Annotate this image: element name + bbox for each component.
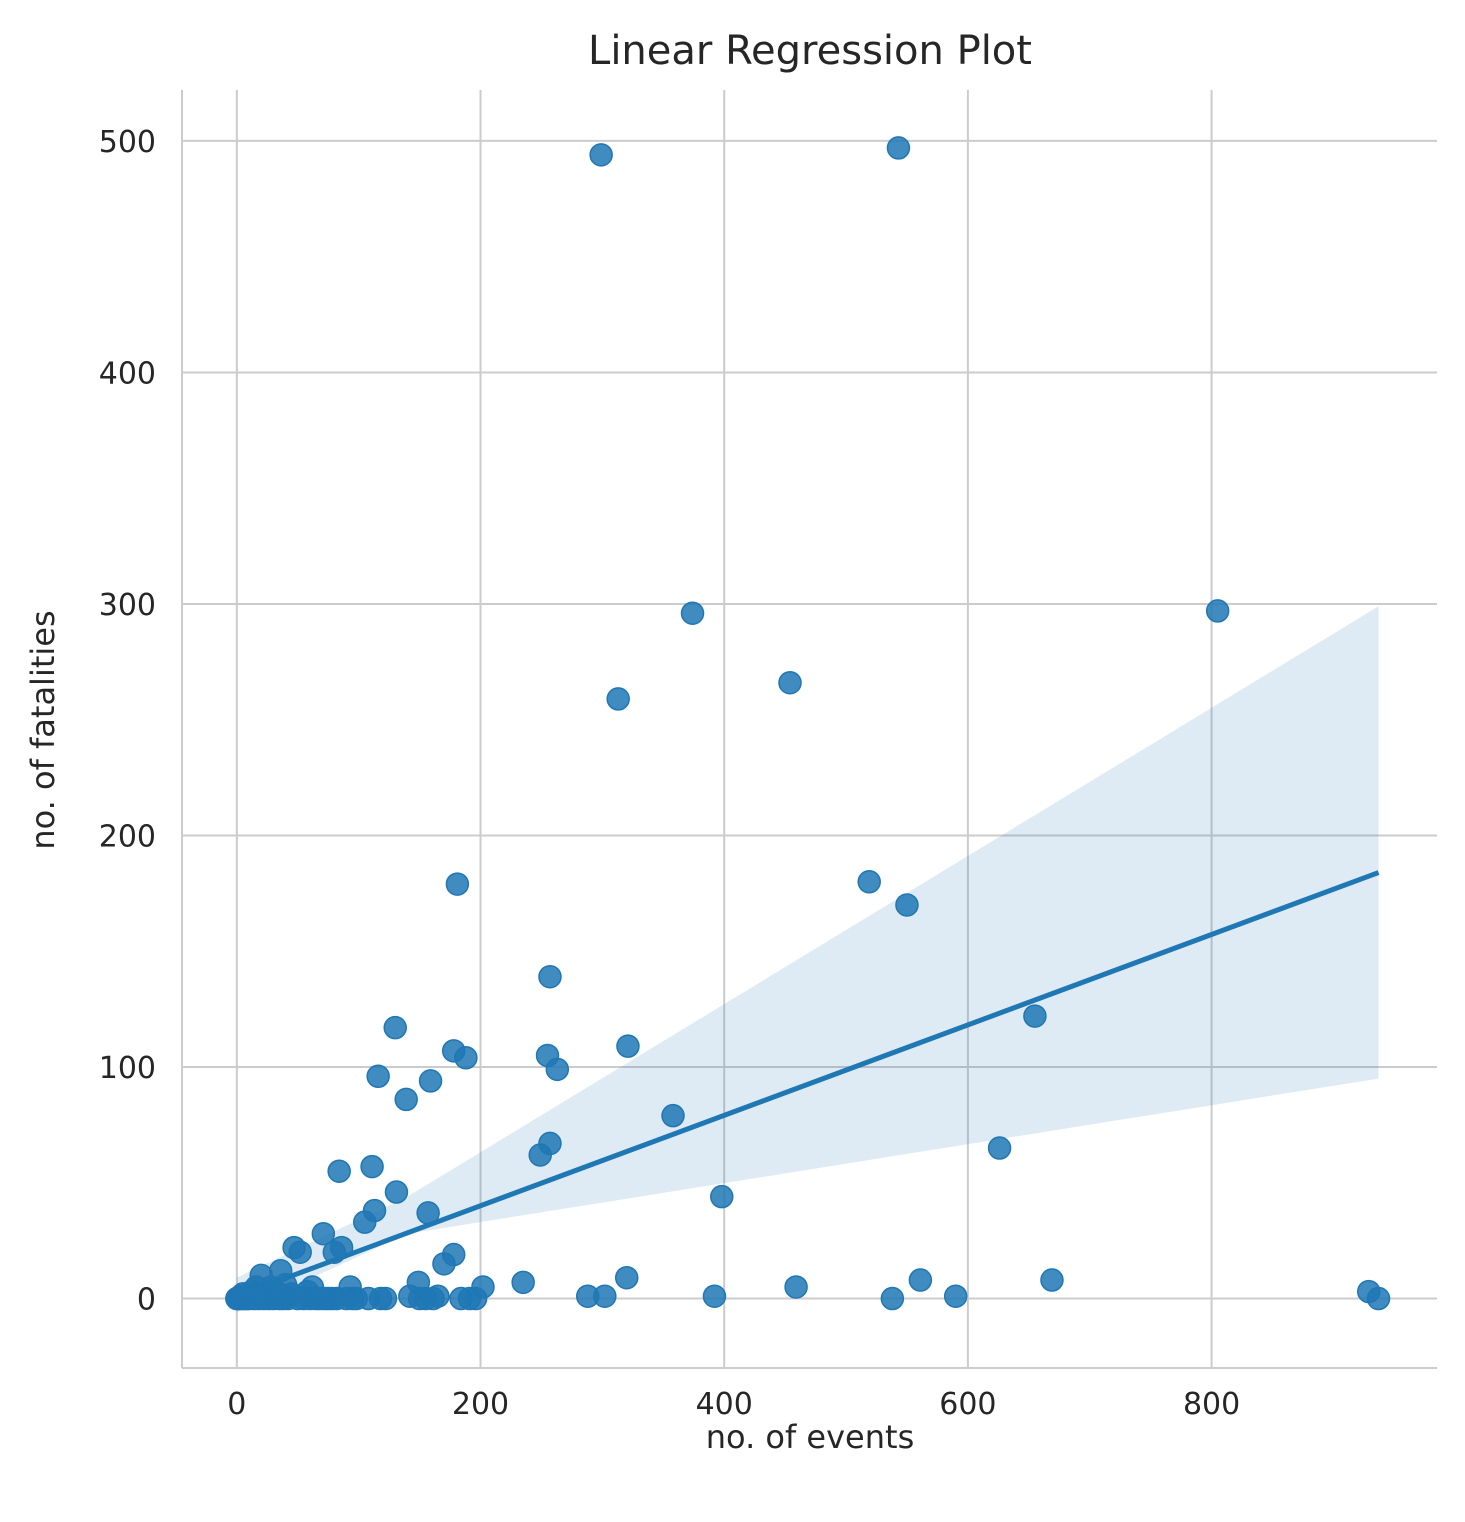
scatter-point	[426, 1284, 450, 1308]
scatter-point	[784, 1275, 808, 1299]
y-tick-labels: 0 100 200 300 400 500	[99, 125, 156, 1318]
y-tick-label: 0	[137, 1283, 156, 1318]
scatter-point	[288, 1240, 312, 1264]
scatter-point	[454, 1046, 478, 1070]
scatter-point	[886, 136, 911, 160]
x-tick-label: 800	[1183, 1387, 1240, 1422]
scatter-point	[593, 1284, 617, 1308]
scatter-point	[778, 670, 802, 695]
scatter-point	[545, 1057, 570, 1082]
y-axis-label: no. of fatalities	[24, 610, 62, 849]
axes-spines	[181, 90, 1437, 1369]
scatter-point	[383, 1015, 407, 1040]
chart-title: Linear Regression Plot	[588, 28, 1032, 74]
scatter-point	[311, 1221, 336, 1246]
scatter-point	[1040, 1268, 1064, 1292]
scatter-point	[987, 1136, 1012, 1160]
scatter-point	[702, 1284, 727, 1308]
scatter-point	[895, 893, 919, 917]
y-tick-label: 500	[99, 125, 156, 160]
scatter-point	[538, 1131, 562, 1156]
regression-line-group	[235, 870, 1380, 1299]
x-tick-label: 0	[227, 1387, 246, 1422]
scatter-point	[394, 1087, 418, 1112]
scatter-point	[710, 1184, 734, 1209]
scatter-point	[373, 1286, 398, 1311]
confidence-band-area	[236, 606, 1379, 1313]
scatter-point	[538, 964, 562, 989]
x-tick-label: 600	[939, 1387, 996, 1422]
y-tick-label: 400	[99, 356, 156, 391]
y-tick-label: 200	[99, 820, 156, 855]
x-tick-label: 400	[696, 1387, 753, 1422]
x-tick-labels: 0 200 400 600 800	[227, 1387, 1240, 1422]
scatter-point	[471, 1275, 495, 1299]
scatter-point	[661, 1103, 685, 1128]
scatter-point	[362, 1198, 387, 1223]
scatter-point	[441, 1242, 466, 1267]
scatter-point	[384, 1180, 409, 1204]
scatter-point	[1366, 1286, 1391, 1311]
scatter-point	[857, 870, 881, 894]
scatter-point	[1205, 599, 1230, 623]
scatter-point	[360, 1154, 384, 1179]
regression-line	[235, 870, 1380, 1299]
scatter-point	[943, 1284, 968, 1308]
scatter-point	[680, 601, 705, 625]
scatter-point	[606, 687, 630, 711]
scatter-point	[614, 1265, 639, 1290]
confidence-band	[236, 606, 1379, 1313]
x-axis-label: no. of events	[706, 1418, 914, 1456]
scatter-point	[366, 1064, 390, 1089]
scatter-point	[327, 1159, 351, 1183]
scatter-point	[1023, 1004, 1047, 1028]
scatter-point	[908, 1268, 933, 1292]
scatter-point	[589, 143, 613, 167]
y-tick-label: 100	[99, 1051, 156, 1086]
scatter-point	[616, 1034, 640, 1058]
y-tick-label: 300	[99, 588, 156, 623]
scatter-point	[511, 1270, 535, 1295]
x-tick-label: 200	[452, 1387, 509, 1422]
scatter-point	[418, 1069, 443, 1093]
scatter-point	[445, 872, 470, 896]
scatter-point	[880, 1286, 905, 1311]
